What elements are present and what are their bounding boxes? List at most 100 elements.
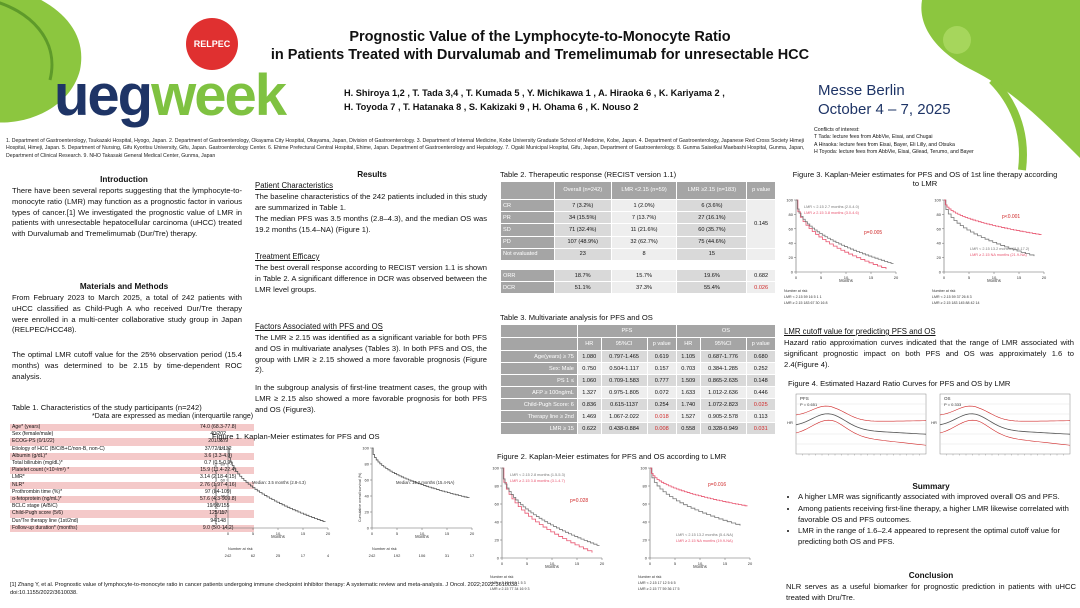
table2-label: Not evaluated: [500, 247, 555, 261]
conflicts-of-interest: Conflicts of interest: T Tada: lecture f…: [814, 127, 1054, 157]
km-pfs-y-tick-label: 80: [789, 212, 794, 217]
km-pfs-x-tick-label: 15: [869, 275, 874, 280]
fig1-pfs-xlabel: Months: [271, 534, 285, 539]
km-pfs-y-tick-label: 40: [495, 520, 500, 525]
authors-line-2: H. Toyoda 7 , T. Hatanaka 8 , S. Kakizak…: [344, 102, 639, 112]
fig1-pfs-y-tick-label: 20: [221, 510, 226, 515]
table3-row: Therapy line ≥ 2nd 1.469 1.067-2.022 0.018 1…: [500, 410, 777, 423]
table1-label: α-fetoprotein (ng/mL)*: [10, 496, 183, 504]
table2-caption: Table 2. Therapeutic response (RECIST ve…: [500, 170, 677, 179]
table3-label: Child-Pugh Score: 6: [500, 398, 578, 411]
intro-heading: Introduction: [100, 175, 148, 184]
table1-value: 37/72/1/132: [182, 445, 254, 453]
table2: Overall (n=242) LMR <2.15 (n=59) LMR ≥2.15…: [500, 181, 776, 295]
fig1-pfs-y-tick-label: 60: [221, 478, 226, 483]
km-os-x-tick-label: 5: [674, 561, 677, 566]
table3-label: LMR ≥ 15: [500, 422, 578, 435]
venue-city: Messe Berlin: [818, 82, 905, 99]
table1-row: Albumin (g/dL)* 3.6 (3.3-4.0): [10, 452, 254, 461]
table1-note: *Data are expressed as median (interquar…: [92, 413, 254, 420]
table1-label: ECOG-PS (0/1/22): [10, 438, 183, 446]
fig1-os-y-tick-label: 40: [365, 494, 370, 499]
summary-item: LMR in the range of 1.6–2.4 appeared to …: [798, 526, 1076, 548]
km-pfs-p-value: p=0.028: [570, 498, 588, 504]
km-os-y-tick-label: 80: [937, 212, 942, 217]
fig4-os-hr-curve: [939, 413, 1071, 435]
fig1-os-ylabel: Cumulative overall survival (%): [358, 473, 362, 522]
fig1-os-x-tick-label: 10: [420, 531, 425, 536]
fig1-os-at-risk-value: 192: [394, 553, 401, 558]
results-s3-title: Factors Associated with PFS and OS: [255, 322, 383, 331]
fig1-os-at-risk-value: 242: [369, 553, 376, 558]
table3-cell: 1.469: [576, 410, 602, 423]
table3-label: AFP ≥ 100ng/mL: [500, 386, 578, 399]
fig1-os-median: Median: 19.2 months (15.4-NA): [396, 480, 455, 485]
title-line-1: Prognostic Value of the Lymphocyte-to-Mo…: [349, 29, 731, 45]
km-os-p-value: p=0.016: [708, 482, 726, 488]
table2-cell: 55.4%: [676, 281, 748, 295]
table1-value: 15.9 (11.4-22.4): [182, 467, 254, 475]
km-os-at-risk-low: LMR < 2.15 17 12 5 6 5: [638, 581, 676, 585]
table3-p-value: 0.025: [745, 398, 777, 411]
fig1-pfs-y-tick-label: 80: [221, 462, 226, 467]
fig1-pfs-at-risk-title: Number at risk: [228, 547, 253, 551]
cutoff-heading: LMR cutoff value for predicting PFS and …: [784, 327, 936, 336]
table1-label: LMR*: [10, 474, 183, 482]
decorative-leaf-left: [0, 0, 82, 123]
table1-value: 40/202: [182, 431, 254, 439]
km-os-x-tick-label: 15: [1017, 275, 1022, 280]
table1-label: Platelet count (×10⁴/m³) *: [10, 467, 183, 475]
table1-label: Age* (years): [10, 424, 183, 432]
km-pfs-y-tick-label: 20: [495, 538, 500, 543]
km-pfs-km-curve: [502, 467, 600, 546]
table3-cell: 1.060: [576, 374, 602, 387]
km-pfs-x-tick-label: 5: [526, 561, 529, 566]
table2-cell: 71 (32.4%): [553, 223, 612, 237]
ueg-logo-text: ueg: [54, 63, 153, 128]
table1-row: Etiology of HCC (B/C/B+C/non-B, non-C) 37…: [10, 445, 254, 453]
table2-row: PR 34 (15.5%) 7 (13.7%) 27 (16.1%): [500, 211, 776, 225]
fig1-pfs-at-risk-value: 17: [301, 553, 306, 558]
results-s2-title: Treatment Efficacy: [255, 252, 320, 261]
km-pfs-legend-high: LMR ≥ 2.15 3.8 months (3.0-4.6): [804, 211, 860, 215]
km-os-y-tick-label: 0: [645, 556, 648, 561]
km-os-at-risk-low: LMR < 2.15 59 37 26 8 3: [932, 295, 972, 299]
table3-cell: 0.622: [576, 422, 602, 435]
results-s3-p1: The LMR ≥ 2.15 was identified as a signi…: [255, 333, 487, 375]
table2-label: PR: [500, 211, 555, 225]
table3-cell: 0.905-2.578: [699, 410, 747, 423]
table3-p-value: 0.619: [646, 350, 677, 363]
results-heading: Results: [357, 170, 387, 179]
km-pfs-p-value: p=0.005: [864, 230, 882, 236]
fig4-os-ylabel: HR: [931, 420, 937, 425]
fig1-os-at-risk-title: Number at risk: [372, 547, 397, 551]
km-os-y-tick-label: 20: [937, 255, 942, 260]
km-os-y-tick-label: 40: [643, 520, 648, 525]
fig1-pfs-x-tick-label: 5: [252, 531, 255, 536]
table3-cell: 0.504-1.117: [600, 362, 648, 375]
table1-row: Total bilirubin (mg/dL)* 0.7 (0.5-0.9): [10, 460, 254, 468]
table2-cell: 8: [610, 247, 678, 261]
km-pfs-xlabel: Months: [839, 278, 853, 283]
table3-label: Age(years) ≥ 75: [500, 350, 578, 363]
km-os-x-tick-label: 0: [943, 275, 946, 280]
table3-row: Child-Pugh Score: 6 0.836 0.615-1137 0.254 1…: [500, 398, 777, 411]
table1-label: Albumin (g/dL)*: [10, 452, 183, 461]
coi-line: H Toyoda: lecture fees from AbbVie, Eisa…: [814, 149, 974, 156]
fig1-os-at-risk-value: 31: [445, 553, 450, 558]
km-pfs-y-tick-label: 20: [789, 255, 794, 260]
table3-corner: [500, 324, 578, 338]
table3-corner: [500, 337, 578, 351]
km-pfs-y-tick-label: 60: [789, 226, 794, 231]
table2-cell: 23: [553, 247, 612, 261]
table2-spacer-cell: [500, 259, 776, 270]
km-os-y-tick-label: 40: [937, 241, 942, 246]
fig1-pfs-at-risk-value: 242: [225, 553, 232, 558]
coi-line: T Tada: lecture fees from AbbVie, Eisai,…: [814, 134, 933, 141]
fig1-os-at-risk-value: 17: [470, 553, 475, 558]
table1-row: Platelet count (×10⁴/m³) * 15.9 (11.4-22.…: [10, 467, 254, 475]
table3-sub-header: p value: [646, 337, 677, 351]
fig4-caption: Figure 4. Estimated Hazard Ratio Curves …: [788, 379, 1011, 388]
table1-row: Dur/Tre therapy line (1st/2nd) 94/148: [10, 517, 254, 525]
